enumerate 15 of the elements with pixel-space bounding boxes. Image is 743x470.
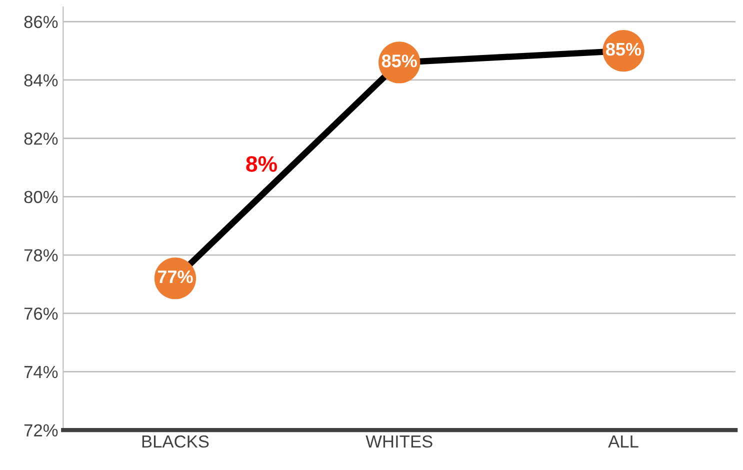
y-tick-label: 86% bbox=[24, 16, 58, 28]
data-label: 85% bbox=[382, 54, 417, 68]
data-label: 85% bbox=[606, 42, 642, 56]
y-tick-label: 72% bbox=[24, 424, 58, 436]
y-tick-label: 76% bbox=[24, 308, 58, 320]
y-tick-label: 82% bbox=[24, 132, 58, 145]
y-tick-label: 74% bbox=[24, 366, 58, 378]
y-tick-label: 84% bbox=[24, 74, 58, 86]
x-tick-label: ALL bbox=[608, 436, 638, 448]
annotation: 8% bbox=[246, 156, 277, 172]
y-tick-label: 80% bbox=[24, 190, 58, 204]
x-tick-label: WHITES bbox=[366, 435, 432, 448]
x-tick-label: BLACKS bbox=[142, 435, 209, 448]
y-tick-label: 78% bbox=[24, 249, 58, 262]
data-label: 77% bbox=[158, 270, 193, 284]
